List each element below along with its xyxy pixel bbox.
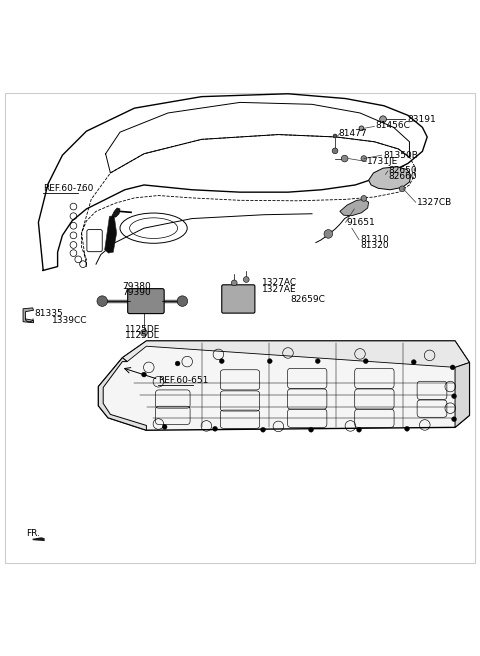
Circle shape xyxy=(363,359,368,363)
Text: 79390: 79390 xyxy=(122,288,151,297)
Circle shape xyxy=(267,359,272,363)
FancyBboxPatch shape xyxy=(222,285,255,313)
Circle shape xyxy=(162,424,167,429)
Text: 1327CB: 1327CB xyxy=(417,197,452,207)
Circle shape xyxy=(357,427,361,432)
Circle shape xyxy=(231,280,237,286)
Circle shape xyxy=(324,230,333,238)
Text: 1731JE: 1731JE xyxy=(367,157,398,166)
Circle shape xyxy=(243,277,249,282)
Polygon shape xyxy=(340,199,369,216)
Text: 1339CC: 1339CC xyxy=(52,316,87,325)
Circle shape xyxy=(177,296,188,306)
Circle shape xyxy=(359,126,364,131)
Text: 79380: 79380 xyxy=(122,281,151,291)
Text: 81477: 81477 xyxy=(338,129,367,138)
Circle shape xyxy=(332,148,338,154)
Circle shape xyxy=(380,116,386,123)
Text: 1125DL: 1125DL xyxy=(125,331,159,340)
Circle shape xyxy=(333,134,337,138)
FancyBboxPatch shape xyxy=(128,289,164,314)
Circle shape xyxy=(341,155,348,162)
Text: 81350B: 81350B xyxy=(383,151,418,159)
Text: 82659C: 82659C xyxy=(290,295,325,304)
Circle shape xyxy=(399,186,405,192)
Circle shape xyxy=(452,394,456,399)
Polygon shape xyxy=(105,216,117,253)
Text: 83191: 83191 xyxy=(407,115,436,124)
Polygon shape xyxy=(112,208,120,217)
Circle shape xyxy=(175,361,180,366)
Text: 81456C: 81456C xyxy=(376,121,411,131)
Text: 82650: 82650 xyxy=(389,166,418,175)
Text: 1327AC: 1327AC xyxy=(262,278,297,287)
Text: REF.60-651: REF.60-651 xyxy=(158,377,209,385)
Circle shape xyxy=(213,426,217,431)
Text: 1327AE: 1327AE xyxy=(262,285,296,294)
Circle shape xyxy=(361,195,367,201)
Circle shape xyxy=(315,359,320,363)
Circle shape xyxy=(411,359,416,365)
Circle shape xyxy=(261,427,265,432)
Circle shape xyxy=(97,296,108,306)
Circle shape xyxy=(142,372,146,377)
Circle shape xyxy=(361,155,367,161)
Text: 81335: 81335 xyxy=(35,309,63,318)
Circle shape xyxy=(452,417,456,422)
Text: 81310: 81310 xyxy=(360,235,389,243)
Polygon shape xyxy=(23,308,34,323)
Text: REF.60-760: REF.60-760 xyxy=(43,184,94,194)
Polygon shape xyxy=(455,363,469,427)
Text: FR.: FR. xyxy=(26,529,40,538)
Circle shape xyxy=(405,426,409,431)
Circle shape xyxy=(141,329,147,336)
Polygon shape xyxy=(98,341,469,430)
Text: 81320: 81320 xyxy=(360,241,389,250)
Circle shape xyxy=(309,427,313,432)
Polygon shape xyxy=(98,358,146,430)
Text: 91651: 91651 xyxy=(347,218,375,227)
Circle shape xyxy=(450,365,455,370)
Text: 1125DE: 1125DE xyxy=(125,325,160,334)
Polygon shape xyxy=(369,167,411,190)
Text: 82660: 82660 xyxy=(389,173,418,181)
Polygon shape xyxy=(33,537,45,541)
Circle shape xyxy=(219,359,224,363)
Polygon shape xyxy=(122,341,469,367)
